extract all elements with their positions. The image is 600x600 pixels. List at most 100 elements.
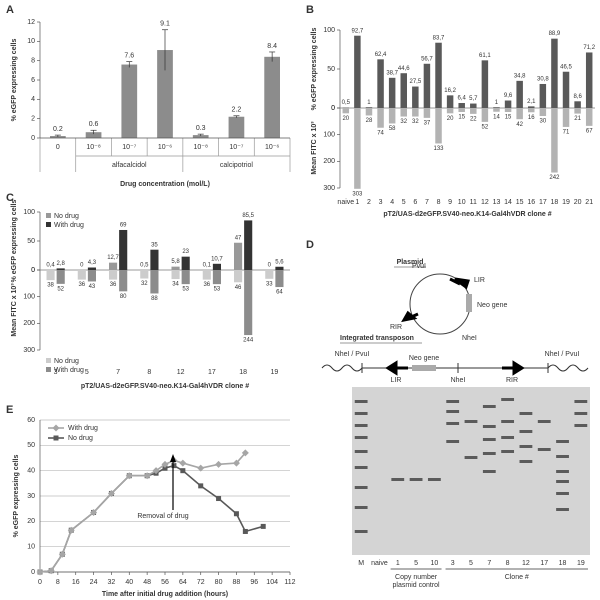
- bar: [212, 270, 221, 285]
- bar: [212, 263, 221, 270]
- value-label: 28: [366, 118, 373, 124]
- y2-tick-label: 100: [323, 132, 335, 139]
- gel-band: [482, 405, 496, 408]
- lane-label: 17: [540, 560, 548, 567]
- value-label: 4,3: [88, 260, 97, 266]
- bar: [56, 268, 65, 270]
- panel-label: D: [306, 239, 314, 251]
- lane-label: 12: [522, 560, 530, 567]
- value-label: 33: [266, 281, 273, 287]
- gel-band: [354, 506, 368, 509]
- x-tick-label: 2: [367, 199, 371, 206]
- value-label: 0.6: [89, 121, 99, 128]
- y-tick-label: 100: [23, 209, 35, 216]
- x-tick-label: 112: [284, 579, 295, 586]
- y-tick-label: 0: [31, 267, 35, 274]
- value-label: 0,4: [46, 262, 55, 268]
- marker: [232, 459, 240, 467]
- bar: [275, 266, 284, 270]
- bar: [504, 100, 512, 108]
- x-tick-label: 88: [233, 579, 241, 586]
- value-label: 61,1: [479, 53, 491, 59]
- bar: [388, 108, 396, 124]
- x-axis-title: pT2/UAS-d2eGFP.SV40-neo.K14-Gal4hVDR clo…: [81, 383, 249, 390]
- gel-band: [556, 480, 569, 483]
- marker: [198, 483, 204, 489]
- y-tick-label: 50: [327, 66, 335, 73]
- value-label: 27,5: [409, 79, 421, 85]
- lir-arrow: [449, 277, 470, 290]
- gel-band: [556, 492, 569, 495]
- gel-band: [464, 420, 478, 423]
- bar: [493, 107, 500, 108]
- bar: [275, 270, 284, 288]
- x-tick-label: 14: [504, 199, 512, 206]
- value-label: 71,2: [583, 45, 595, 51]
- y2-tick-label: 100: [23, 294, 35, 301]
- x-tick-label: 21: [585, 199, 593, 206]
- bar: [446, 95, 454, 108]
- x-tick-label: 7: [425, 199, 429, 206]
- bar: [481, 108, 489, 122]
- lane-label: 7: [487, 560, 491, 567]
- legend-label: With drug: [54, 367, 84, 374]
- value-label: 0,5: [342, 100, 351, 106]
- bar: [400, 73, 407, 108]
- bar: [171, 270, 180, 280]
- y2-tick-label: 300: [23, 347, 35, 354]
- value-label: 20: [342, 116, 349, 122]
- bar: [365, 108, 373, 116]
- marker: [180, 468, 186, 474]
- neo-label: Neo gene: [477, 302, 507, 309]
- y-tick-label: 0: [31, 135, 35, 142]
- x-tick-label: 10⁻⁷: [229, 144, 243, 151]
- gel-band: [446, 400, 460, 403]
- bar: [265, 270, 274, 279]
- x-tick-label: 32: [108, 579, 116, 586]
- y-tick-label: 0: [331, 105, 335, 112]
- group-label: Clone #: [505, 574, 529, 581]
- x-tick-label: 56: [161, 579, 169, 586]
- bar: [423, 108, 431, 118]
- value-label: 15: [505, 115, 512, 121]
- bar: [181, 270, 190, 285]
- bar: [181, 256, 190, 270]
- gel-band: [354, 530, 368, 533]
- marker: [125, 472, 133, 480]
- bar: [539, 83, 547, 108]
- value-label: 0,5: [140, 262, 149, 268]
- y-tick-label: 60: [27, 417, 35, 424]
- gel-band: [556, 455, 569, 458]
- bar: [119, 270, 128, 292]
- lane-label: 5: [469, 560, 473, 567]
- x-tick-label: 48: [143, 579, 151, 586]
- value-label: 16,2: [444, 88, 456, 94]
- y-tick-label: 12: [27, 19, 35, 26]
- value-label: 83,7: [433, 35, 445, 41]
- bar: [470, 103, 477, 108]
- value-label: 2.2: [232, 107, 242, 114]
- value-label: 12,7: [107, 255, 119, 261]
- value-label: 32: [141, 281, 148, 287]
- legend-label: With drug: [54, 222, 84, 229]
- bar: [516, 80, 523, 108]
- gel-band: [482, 438, 496, 441]
- gel-band: [354, 450, 368, 453]
- value-label: 244: [243, 338, 254, 344]
- legend-swatch: [46, 367, 51, 372]
- value-label: 44,6: [398, 66, 410, 72]
- x-tick-label: 11: [470, 199, 477, 206]
- gel-band: [446, 440, 460, 443]
- bar: [77, 270, 86, 280]
- gel-band: [391, 478, 405, 481]
- value-label: 92,7: [352, 28, 364, 34]
- gel-band: [501, 436, 515, 439]
- y-axis-title: % eGFP expressing cells: [11, 39, 18, 122]
- legend-label: No drug: [68, 435, 93, 442]
- series-line: [39, 452, 246, 573]
- value-label: 42: [516, 122, 523, 128]
- x-tick-label: 1: [355, 199, 359, 206]
- value-label: 38: [47, 283, 54, 289]
- bar: [377, 108, 384, 128]
